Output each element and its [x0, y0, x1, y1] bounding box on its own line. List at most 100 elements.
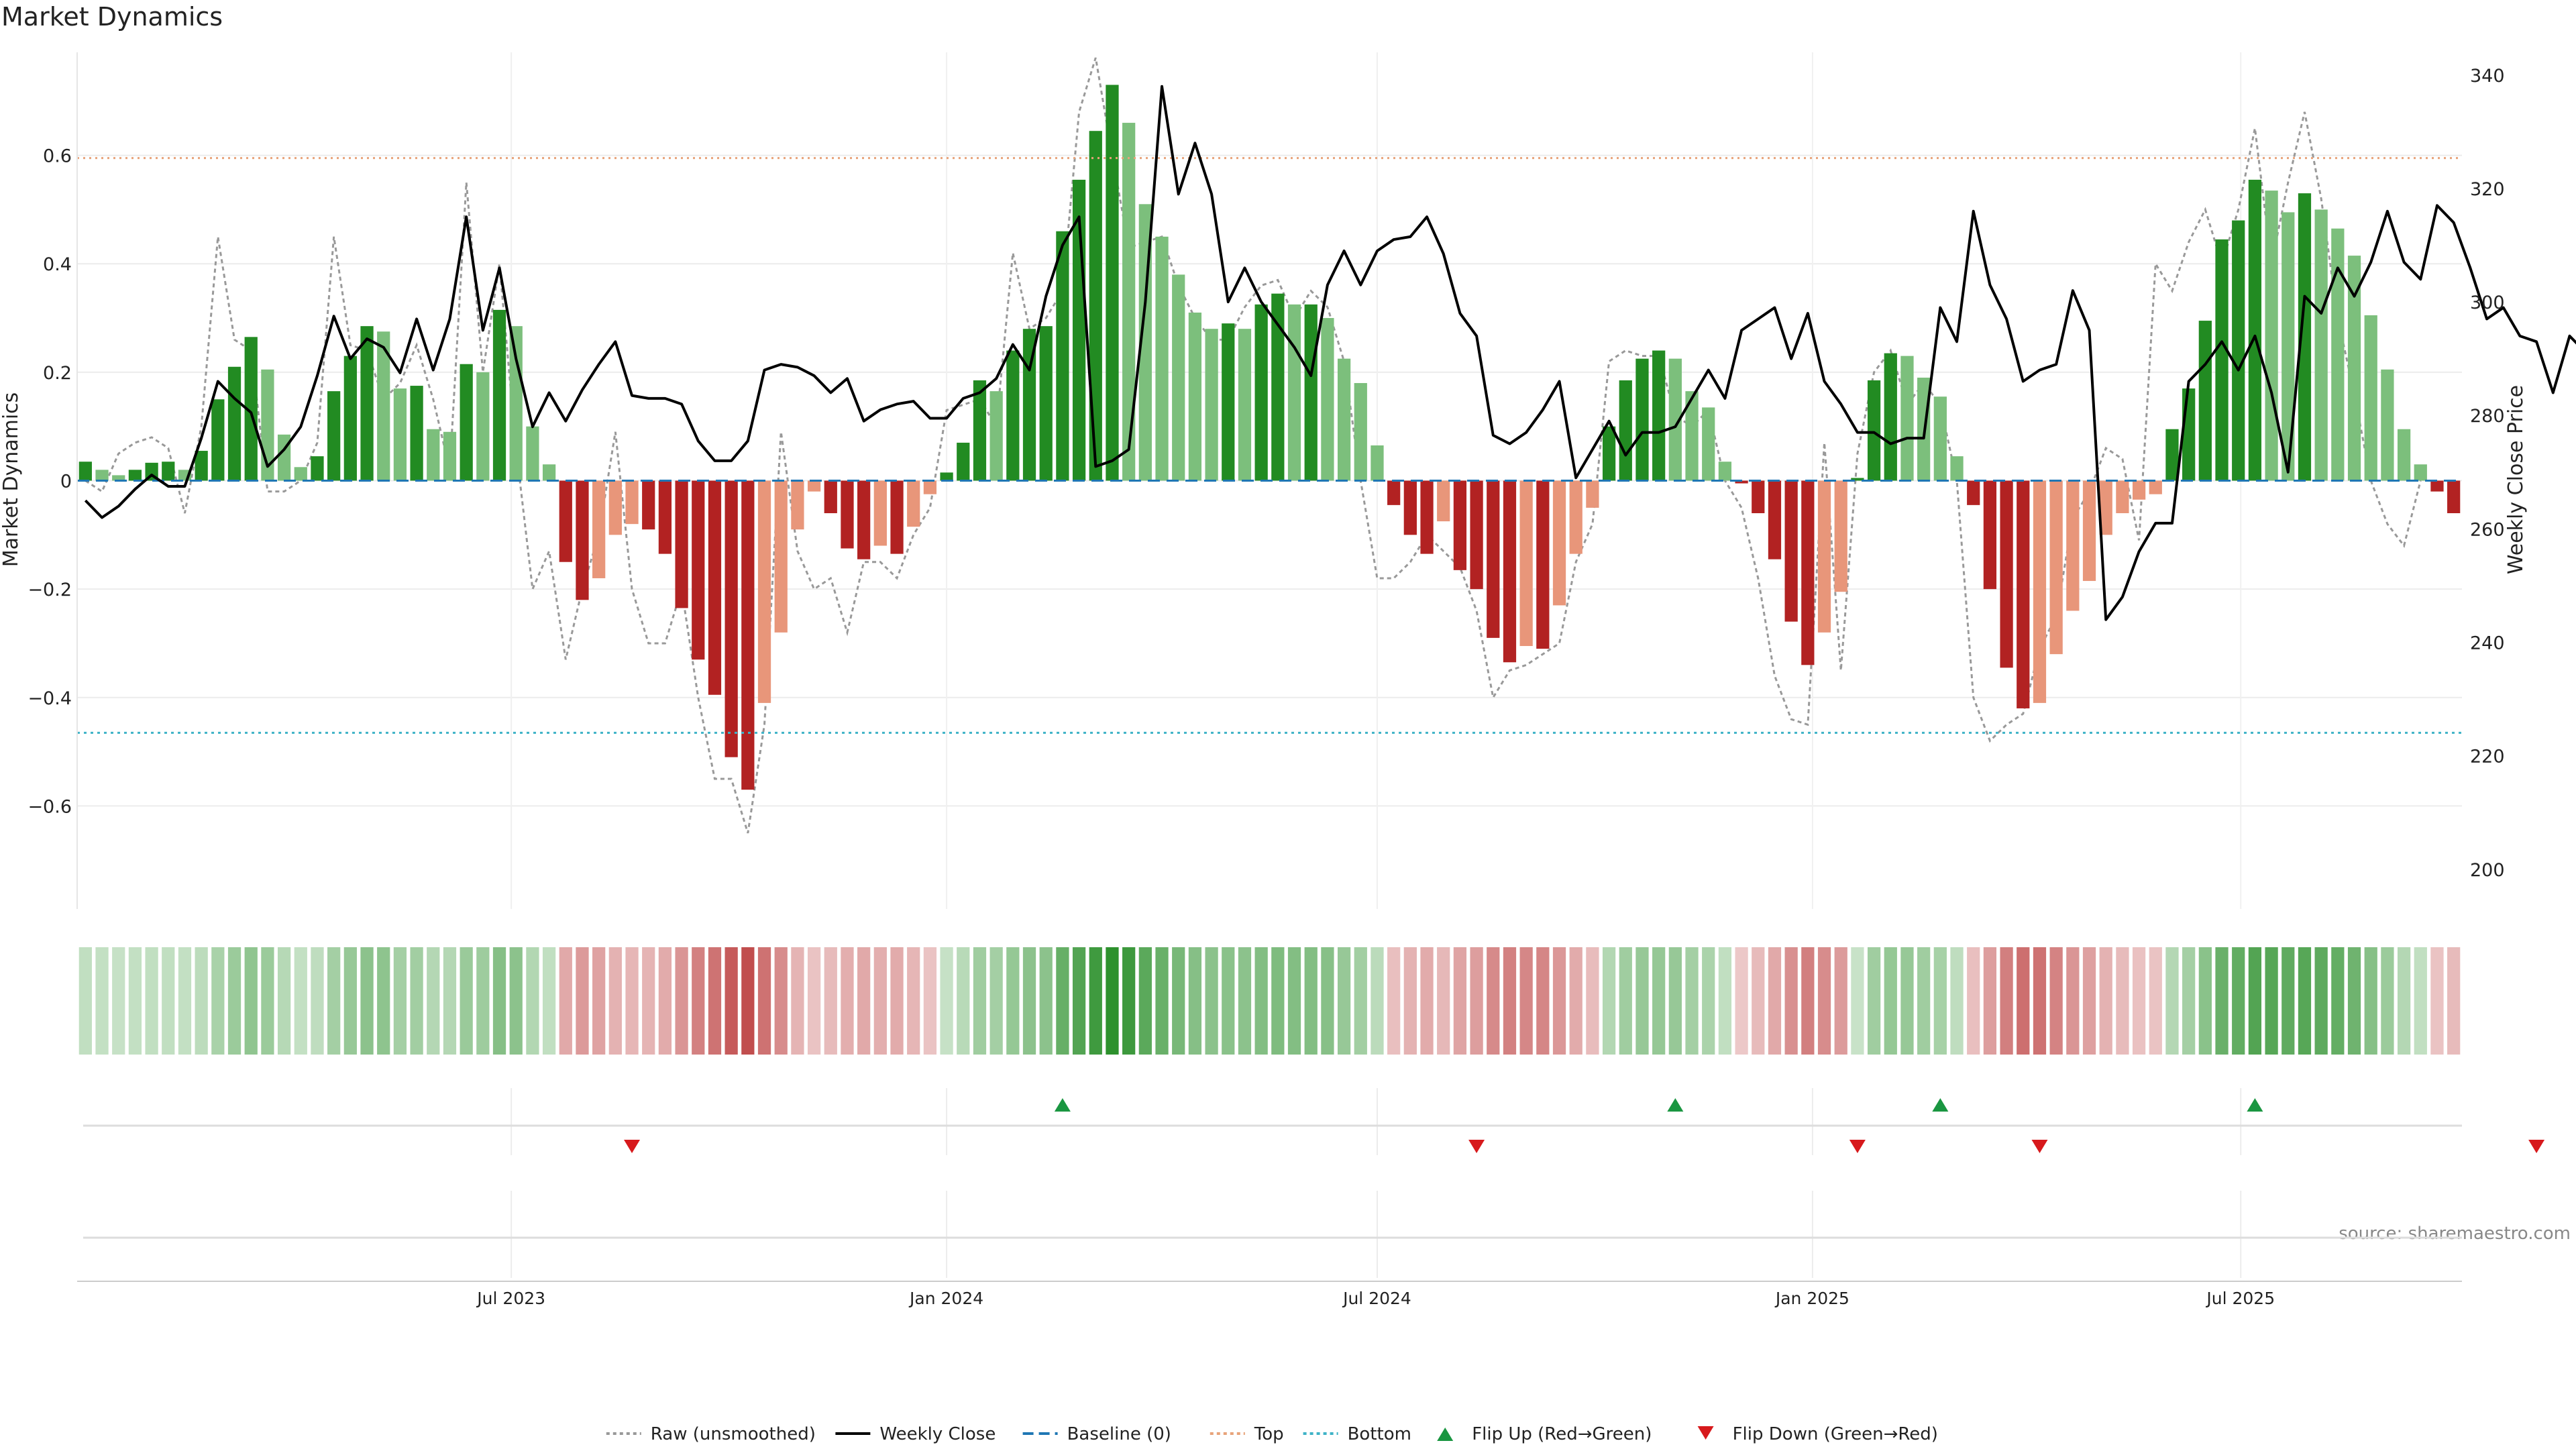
bar	[791, 480, 804, 530]
heat-cell	[1752, 947, 1765, 1055]
y2-tick-label: 280	[2470, 406, 2505, 427]
bar	[1536, 480, 1550, 649]
bar	[1453, 480, 1467, 570]
heat-cell	[625, 947, 639, 1055]
bar	[1569, 480, 1582, 554]
heat-cell	[1702, 947, 1715, 1055]
heat-cell	[973, 947, 987, 1055]
heat-cell	[2017, 947, 2030, 1055]
heat-cell	[2066, 947, 2080, 1055]
y-tick-label: 0.4	[43, 254, 72, 275]
heat-cell	[1470, 947, 1483, 1055]
bar	[2314, 209, 2328, 481]
legend-item: Bottom	[1303, 1424, 1411, 1444]
heat-cell	[592, 947, 606, 1055]
heat-cell	[145, 947, 158, 1055]
heat-cell	[576, 947, 589, 1055]
bar	[492, 309, 506, 481]
heat-cell	[1503, 947, 1517, 1055]
weekly-close-series	[84, 85, 2576, 621]
flip-down-marker	[624, 1140, 641, 1153]
heat-cell	[1222, 947, 1235, 1055]
heat-cell	[1867, 947, 1881, 1055]
bar	[2017, 480, 2030, 708]
bar	[841, 480, 854, 549]
bar	[1287, 304, 1301, 481]
bar	[608, 480, 622, 535]
heat-cell	[2282, 947, 2295, 1055]
bar	[1371, 445, 1384, 481]
heat-cell	[1817, 947, 1831, 1055]
x-tick-label: Jul 2024	[1342, 1289, 1411, 1308]
bar	[2066, 480, 2080, 611]
x-tick-label: Jan 2025	[1774, 1289, 1849, 1308]
heat-cell	[675, 947, 688, 1055]
heat-cell	[774, 947, 788, 1055]
heat-cell	[1387, 947, 1401, 1055]
heat-cell	[1006, 947, 1020, 1055]
bar	[1552, 480, 1566, 606]
bar	[1039, 326, 1053, 481]
heat-cell	[2215, 947, 2229, 1055]
bar	[1752, 480, 1765, 513]
bar	[95, 470, 109, 481]
flip-down-marker	[1849, 1140, 1866, 1153]
bar	[1503, 480, 1517, 663]
bar	[1254, 304, 1268, 481]
bar	[2397, 429, 2411, 481]
bar	[1354, 383, 1367, 481]
bar	[2232, 220, 2245, 481]
bar	[1933, 396, 1947, 481]
bar	[1967, 480, 1980, 505]
heat-cell	[2000, 947, 2013, 1055]
flip-up-marker	[1667, 1098, 1684, 1112]
y-tick-label: −0.6	[28, 796, 72, 817]
x-tick-label: Jan 2024	[908, 1289, 983, 1308]
bar	[542, 464, 556, 481]
bar	[2033, 480, 2047, 703]
bar	[1470, 480, 1483, 590]
bar	[393, 388, 407, 481]
legend-label: Bottom	[1348, 1424, 1411, 1444]
bar	[1983, 480, 1997, 590]
heat-cell	[112, 947, 125, 1055]
heat-cell	[2248, 947, 2262, 1055]
y-axis-label: Market Dynamics	[0, 392, 23, 568]
heat-cell	[1155, 947, 1169, 1055]
bar	[1387, 480, 1401, 505]
heat-cell	[244, 947, 258, 1055]
heat-cell	[1304, 947, 1318, 1055]
bar	[327, 391, 341, 481]
bar	[1188, 312, 1202, 481]
heat-cell	[1138, 947, 1152, 1055]
bar	[211, 399, 225, 481]
heat-cell	[2414, 947, 2427, 1055]
legend-flip-down-icon	[1697, 1426, 1714, 1440]
heat-cell	[824, 947, 837, 1055]
legend-flip-up-icon	[1437, 1428, 1454, 1441]
heat-cell	[327, 947, 341, 1055]
bar	[708, 480, 722, 695]
bar	[2198, 321, 2212, 481]
legend-item: Flip Up (Red→Green)	[1437, 1424, 1652, 1444]
heat-cell	[1205, 947, 1218, 1055]
heat-cell	[211, 947, 225, 1055]
flip-down-marker	[2031, 1140, 2048, 1153]
bar	[1834, 480, 1847, 592]
heat-cell	[1768, 947, 1782, 1055]
heat-cell	[841, 947, 854, 1055]
bar	[1602, 426, 1616, 481]
legend-label: Weekly Close	[879, 1424, 996, 1444]
bar	[195, 451, 208, 481]
bar	[1006, 350, 1020, 481]
bar	[1735, 480, 1748, 484]
heat-cell	[658, 947, 672, 1055]
bar	[1884, 353, 1897, 481]
bar	[1784, 480, 1798, 622]
y2-tick-label: 240	[2470, 633, 2505, 654]
y-tick-label: 0	[60, 472, 72, 492]
source-note: source: sharemaestro.com	[2339, 1224, 2571, 1244]
heat-cell	[1967, 947, 1980, 1055]
bar	[1851, 478, 1864, 481]
flip-up-marker	[1054, 1098, 1071, 1112]
